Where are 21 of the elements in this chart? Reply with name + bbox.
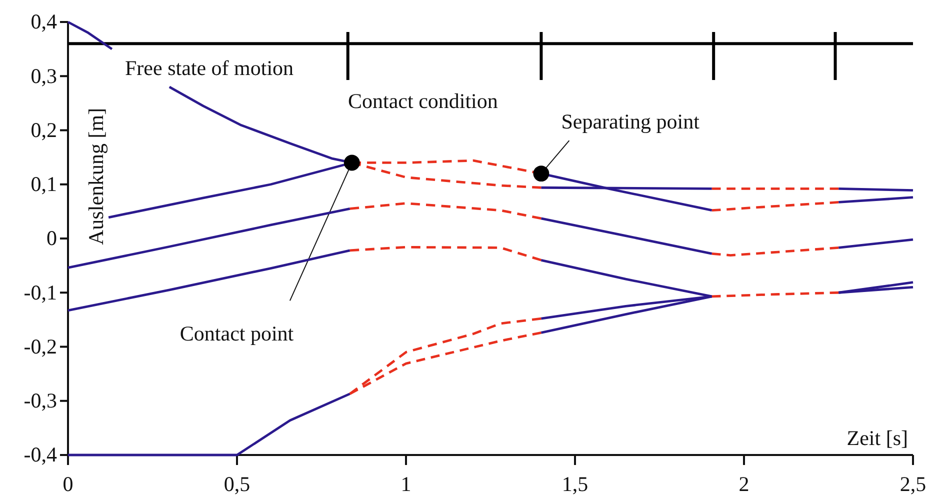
x-tick-label: 1,5 bbox=[562, 472, 588, 496]
annotation: Separating point bbox=[561, 110, 700, 134]
x-tick-label: 2 bbox=[738, 472, 750, 496]
x-tick-label: 1 bbox=[400, 472, 412, 496]
annotation: Contact condition bbox=[348, 89, 498, 113]
x-tick-label: 0 bbox=[62, 472, 74, 496]
y-tick-label: -0,1 bbox=[24, 280, 57, 304]
annotation: Contact point bbox=[180, 322, 294, 346]
y-tick-label: 0,3 bbox=[30, 64, 57, 88]
y-axis-title: Auslenkung [m] bbox=[84, 108, 108, 245]
y-tick-label: 0,4 bbox=[30, 10, 58, 34]
annotation: Free state of motion bbox=[125, 56, 294, 80]
y-tick-label: -0,4 bbox=[24, 442, 58, 467]
x-tick-label: 0,5 bbox=[224, 472, 250, 496]
x-tick-label: 2,5 bbox=[900, 472, 926, 496]
x-axis-title: Zeit [s] bbox=[846, 426, 908, 450]
y-tick-label: 0,2 bbox=[30, 118, 57, 142]
y-tick-label: 0 bbox=[46, 226, 57, 250]
y-tick-label: 0,1 bbox=[30, 172, 57, 196]
y-tick-label: -0,3 bbox=[24, 388, 57, 413]
y-tick-label: -0,2 bbox=[24, 334, 57, 358]
